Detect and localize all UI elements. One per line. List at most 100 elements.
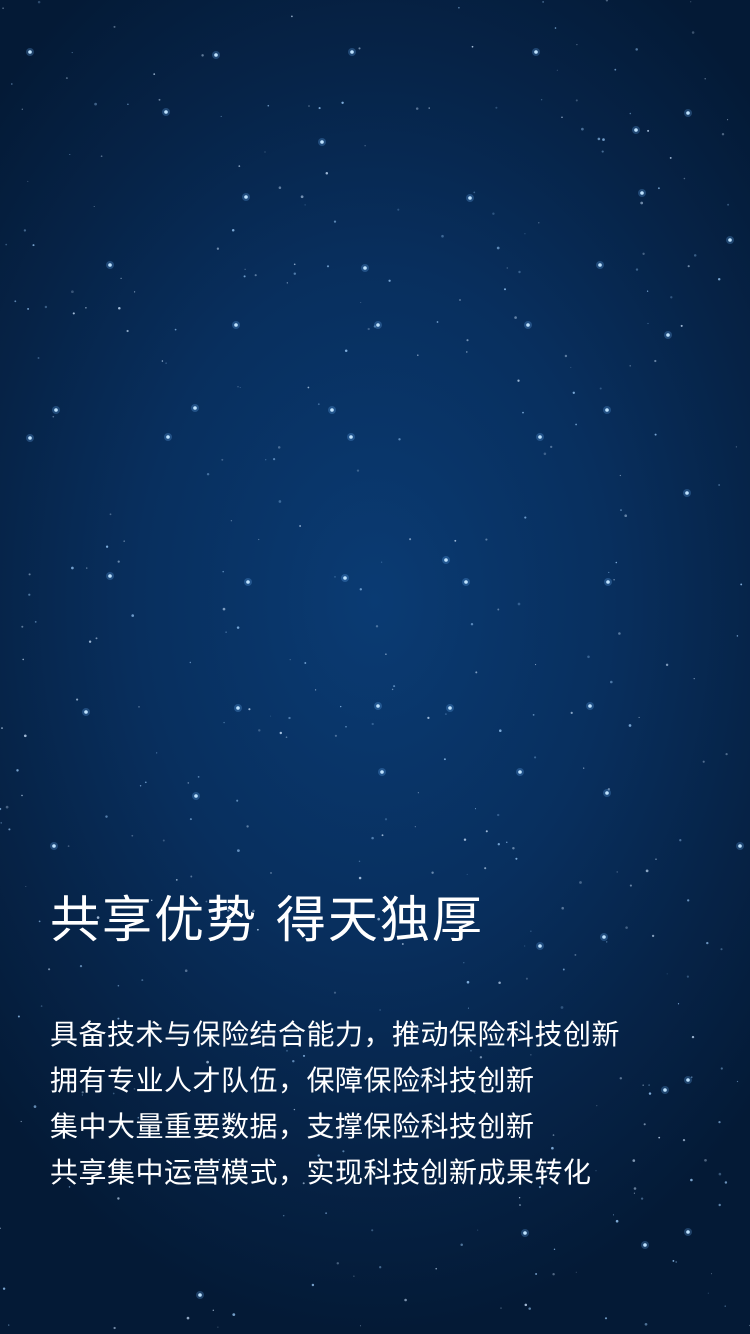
star-dot bbox=[325, 172, 329, 175]
star-dot bbox=[345, 725, 347, 728]
star-dot bbox=[562, 968, 565, 971]
star-dot bbox=[367, 327, 370, 331]
star-dot bbox=[186, 1316, 190, 1320]
star bbox=[343, 576, 347, 580]
star-dot bbox=[222, 570, 224, 573]
star-dot bbox=[216, 247, 220, 250]
star-dot bbox=[138, 706, 140, 708]
star-dot bbox=[680, 324, 683, 327]
star bbox=[54, 408, 58, 412]
star-dot bbox=[642, 1084, 644, 1086]
star-dot bbox=[187, 782, 190, 784]
star-dot bbox=[156, 752, 158, 754]
star-dot bbox=[8, 828, 11, 831]
star-dot bbox=[113, 1326, 116, 1330]
star-dot bbox=[538, 222, 540, 224]
star-dot bbox=[608, 571, 610, 573]
star-dot bbox=[282, 1214, 285, 1217]
star-dot bbox=[679, 839, 682, 842]
star-dot bbox=[364, 145, 366, 147]
star bbox=[214, 53, 218, 57]
star-dot bbox=[616, 871, 618, 873]
star-dot bbox=[279, 731, 283, 735]
star-dot bbox=[669, 156, 672, 159]
star bbox=[685, 491, 689, 495]
star-dot bbox=[34, 621, 37, 623]
star-dot bbox=[1, 727, 3, 730]
star-dot bbox=[112, 1092, 115, 1095]
star-dot bbox=[635, 48, 638, 51]
star-dot bbox=[471, 45, 474, 48]
star-dot bbox=[519, 1204, 521, 1206]
star-dot bbox=[629, 884, 632, 887]
star-dot bbox=[691, 1076, 693, 1078]
star-dot bbox=[117, 1197, 120, 1200]
star-dot bbox=[564, 354, 568, 358]
star-dot bbox=[358, 47, 361, 50]
star-dot bbox=[69, 153, 71, 156]
star-dot bbox=[587, 655, 590, 659]
star-dot bbox=[497, 608, 500, 611]
star bbox=[640, 191, 644, 195]
star-dot bbox=[289, 658, 291, 661]
star-dot bbox=[246, 825, 249, 828]
star bbox=[363, 266, 367, 270]
star-dot bbox=[270, 715, 272, 717]
star-dot bbox=[96, 916, 100, 919]
star-dot bbox=[388, 279, 391, 282]
star-dot bbox=[277, 446, 281, 449]
star-dot bbox=[601, 150, 604, 153]
star-dot bbox=[314, 689, 317, 691]
star-dot bbox=[643, 1123, 646, 1126]
star-dot bbox=[532, 714, 535, 716]
star-dot bbox=[506, 841, 508, 843]
star-dot bbox=[458, 6, 460, 9]
star-dot bbox=[109, 513, 112, 516]
star-dot bbox=[492, 212, 495, 215]
star-dot bbox=[417, 354, 419, 356]
star-dot bbox=[197, 776, 200, 778]
star-dot bbox=[317, 1129, 320, 1132]
star bbox=[606, 580, 610, 584]
star-dot bbox=[454, 539, 457, 542]
star-dot bbox=[37, 0, 41, 4]
star-dot bbox=[174, 328, 177, 331]
star-dot bbox=[613, 579, 615, 581]
star-dot bbox=[344, 349, 348, 352]
star-dot bbox=[302, 1054, 306, 1057]
star-dot bbox=[236, 799, 239, 802]
star bbox=[28, 436, 32, 440]
star-dot bbox=[17, 1015, 20, 1018]
star-dot bbox=[530, 930, 532, 932]
star-dot bbox=[71, 290, 74, 294]
star-dot bbox=[702, 760, 705, 763]
star-dot bbox=[117, 1017, 120, 1020]
star-dot bbox=[239, 387, 241, 388]
star-dot bbox=[44, 305, 48, 309]
star-dot bbox=[530, 1054, 532, 1056]
star bbox=[52, 844, 56, 848]
star-dot bbox=[466, 339, 469, 342]
star-dot bbox=[707, 1292, 709, 1294]
star-dot bbox=[2, 7, 4, 10]
star-dot bbox=[683, 177, 686, 180]
star-dot bbox=[524, 1303, 528, 1307]
star-dot bbox=[524, 233, 526, 235]
star bbox=[236, 706, 240, 710]
star-dot bbox=[315, 897, 319, 900]
star-dot bbox=[328, 1072, 331, 1076]
star-dot bbox=[302, 1182, 305, 1185]
star-dot bbox=[721, 132, 725, 136]
star-dot bbox=[496, 246, 500, 250]
star-dot bbox=[28, 573, 31, 576]
star-dot bbox=[22, 658, 25, 661]
star-dot bbox=[2, 1287, 6, 1290]
star-dot bbox=[710, 1273, 713, 1275]
star-dot bbox=[546, 1170, 548, 1172]
star bbox=[534, 50, 538, 54]
star-dot bbox=[81, 1094, 84, 1096]
star-dot bbox=[32, 244, 35, 247]
star-dot bbox=[79, 964, 83, 968]
star-dot bbox=[133, 291, 136, 293]
star-dot bbox=[553, 1248, 556, 1251]
